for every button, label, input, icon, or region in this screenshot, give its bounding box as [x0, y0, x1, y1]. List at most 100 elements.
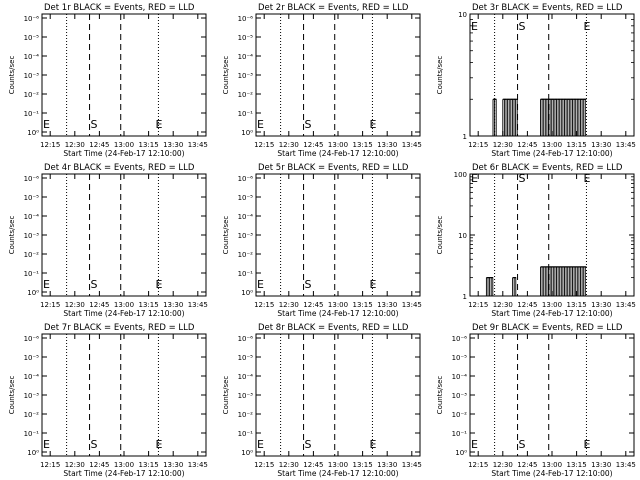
marker-s: S [91, 278, 98, 291]
y-axis-label: Counts/sec [8, 216, 16, 255]
marker-e-end: E [583, 172, 590, 185]
marker-e-end: E [583, 20, 590, 33]
event-count-trace [512, 277, 517, 297]
x-tick-label: 12:45 [303, 301, 323, 309]
y-tick-label: 10⁻⁶ [452, 335, 468, 343]
x-tick-label: 12:45 [517, 461, 537, 469]
x-axis-label: Start Time (24-Feb-17 12:10:00) [277, 309, 398, 318]
y-tick-label: 10⁻⁴ [24, 373, 40, 381]
panel-title: Det 6r BLACK = Events, RED = LLD [472, 163, 623, 173]
y-axis-label: Counts/sec [436, 216, 444, 255]
y-tick-label: 10⁰ [455, 449, 467, 457]
y-axis-label: Counts/sec [8, 56, 16, 95]
y-axis-label: Counts/sec [222, 216, 230, 255]
y-tick-label: 10⁻⁶ [24, 175, 40, 183]
x-tick-label: 12:30 [279, 461, 299, 469]
x-tick-label: 13:45 [188, 301, 208, 309]
panel-3: Det 3r BLACK = Events, RED = LLD 1 10 Count… [436, 3, 636, 158]
y-tick-label: 10⁰ [27, 129, 39, 137]
y-tick-label: 10⁻¹ [238, 430, 254, 438]
x-tick-label: 13:00 [328, 141, 348, 149]
x-tick-label: 13:15 [567, 301, 587, 309]
y-tick-label: 10⁻³ [238, 72, 254, 80]
x-tick-label: 12:15 [468, 141, 488, 149]
y-tick-label: 10⁻² [238, 91, 254, 99]
x-tick-label: 13:15 [139, 301, 159, 309]
x-tick-label: 13:00 [328, 461, 348, 469]
panel-title: Det 1r BLACK = Events, RED = LLD [44, 3, 195, 13]
x-tick-label: 13:45 [402, 461, 422, 469]
panel-5: Det 5r BLACK = Events, RED = LLD 10⁰ 10⁻¹ 1… [222, 163, 422, 318]
x-tick-label: 13:15 [139, 141, 159, 149]
y-tick-label: 10⁻² [238, 411, 254, 419]
y-tick-label: 10⁻³ [24, 72, 40, 80]
x-tick-label: 12:15 [40, 301, 60, 309]
event-count-trace [492, 98, 497, 137]
y-tick-label: 10⁻³ [452, 392, 468, 400]
y-axis-label: Counts/sec [8, 376, 16, 415]
x-tick-label: 13:30 [163, 301, 183, 309]
x-tick-label: 12:30 [65, 461, 85, 469]
x-tick-label: 12:30 [493, 301, 513, 309]
x-tick-label: 13:30 [591, 461, 611, 469]
x-tick-label: 13:15 [353, 301, 373, 309]
y-tick-label: 10⁻⁶ [238, 175, 254, 183]
x-tick-label: 13:00 [114, 301, 134, 309]
marker-e-start: E [257, 118, 264, 131]
y-tick-label: 10⁻² [24, 251, 40, 259]
marker-e-start: E [43, 438, 50, 451]
y-tick-label: 10⁻¹ [452, 430, 468, 438]
x-axis-label: Start Time (24-Feb-17 12:10:00) [63, 149, 184, 158]
y-tick-label: 10⁻⁶ [238, 15, 254, 23]
y-tick-label: 10 [458, 232, 467, 240]
panel-title: Det 4r BLACK = Events, RED = LLD [44, 163, 195, 173]
marker-e-end: E [583, 438, 590, 451]
x-tick-label: 13:45 [616, 461, 636, 469]
event-count-trace [540, 266, 586, 297]
x-tick-label: 12:15 [40, 461, 60, 469]
panel-title: Det 5r BLACK = Events, RED = LLD [258, 163, 409, 173]
y-tick-label: 10⁻⁵ [238, 194, 254, 202]
x-tick-label: 13:45 [402, 301, 422, 309]
x-tick-label: 12:15 [40, 141, 60, 149]
x-tick-label: 12:45 [89, 301, 109, 309]
y-tick-label: 10⁻² [24, 91, 40, 99]
y-tick-label: 10 [458, 11, 467, 19]
x-tick-label: 13:30 [591, 301, 611, 309]
marker-e-start: E [43, 278, 50, 291]
x-tick-label: 13:30 [377, 461, 397, 469]
x-tick-label: 13:15 [353, 141, 373, 149]
marker-s: S [519, 172, 526, 185]
y-tick-label: 10⁻³ [238, 232, 254, 240]
y-tick-label: 10⁻⁶ [238, 335, 254, 343]
x-tick-label: 12:45 [89, 141, 109, 149]
y-tick-label: 10⁻² [24, 411, 40, 419]
y-tick-label: 10⁻³ [238, 392, 254, 400]
y-tick-label: 10⁻⁶ [24, 335, 40, 343]
y-tick-label: 10⁰ [27, 289, 39, 297]
y-tick-label: 1 [463, 133, 467, 141]
x-tick-label: 13:15 [567, 141, 587, 149]
x-tick-label: 12:45 [303, 461, 323, 469]
marker-e-end: E [155, 278, 162, 291]
marker-s: S [305, 278, 312, 291]
y-tick-label: 10⁻¹ [24, 110, 40, 118]
y-tick-label: 10⁻⁴ [24, 213, 40, 221]
marker-e-end: E [155, 438, 162, 451]
panel-title: Det 3r BLACK = Events, RED = LLD [472, 3, 623, 13]
y-axis-label: Counts/sec [436, 376, 444, 415]
panel-7: Det 7r BLACK = Events, RED = LLD 10⁰ 10⁻¹ 1… [8, 323, 208, 478]
panel-title: Det 8r BLACK = Events, RED = LLD [258, 323, 409, 333]
y-tick-label: 10⁻¹ [238, 110, 254, 118]
panel-2: Det 2r BLACK = Events, RED = LLD 10⁰ 10⁻¹ 1… [222, 3, 422, 158]
y-tick-label: 10⁻¹ [24, 270, 40, 278]
panel-title: Det 7r BLACK = Events, RED = LLD [44, 323, 195, 333]
x-tick-label: 12:30 [65, 141, 85, 149]
x-tick-label: 13:45 [616, 301, 636, 309]
y-tick-label: 1 [463, 293, 467, 301]
y-axis-label: Counts/sec [436, 56, 444, 95]
x-tick-label: 12:45 [303, 141, 323, 149]
y-tick-label: 10⁻⁴ [24, 53, 40, 61]
x-axis-label: Start Time (24-Feb-17 12:10:00) [277, 149, 398, 158]
